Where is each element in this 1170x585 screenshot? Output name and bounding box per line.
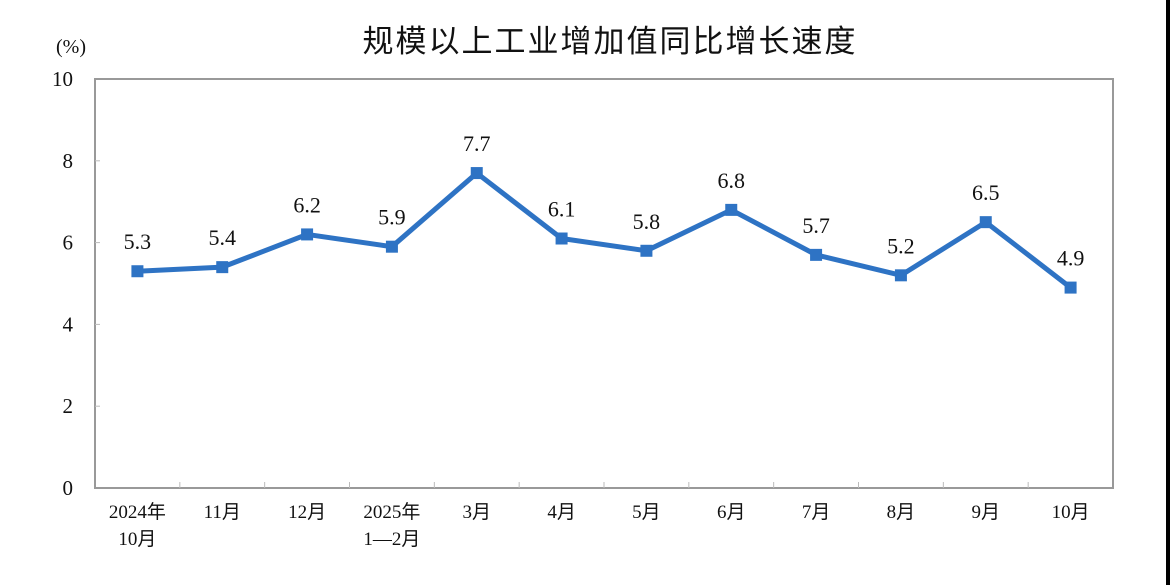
data-point-marker (640, 244, 653, 257)
y-tick-label: 6 (63, 231, 74, 255)
data-point-marker (894, 269, 907, 282)
data-point-marker (131, 265, 144, 278)
x-tick-label: 11月 (204, 502, 241, 523)
data-point-marker (979, 216, 992, 229)
data-label: 4.9 (1057, 246, 1085, 271)
y-axis-unit: (%) (56, 36, 86, 58)
x-tick-label: 10月 (1052, 502, 1090, 523)
data-point-marker (385, 240, 398, 253)
data-label: 5.7 (802, 213, 830, 238)
data-label: 5.8 (633, 209, 661, 234)
data-label: 7.7 (463, 131, 491, 156)
data-labels: 5.3 5.4 6.2 5.9 7.7 6.1 5.8 6.8 5.7 5.2 6.5 4.9 (124, 131, 1085, 271)
x-tick-label: 2024年 (109, 501, 166, 523)
data-point-marker (1064, 281, 1077, 294)
series-line (137, 169, 1073, 290)
window-edge (1166, 0, 1170, 585)
x-tick-label: 2025年 (363, 501, 420, 523)
x-tick-label: 9月 (971, 502, 1000, 523)
data-point-marker (810, 248, 823, 261)
data-label: 5.4 (209, 225, 237, 250)
data-point-marker (555, 232, 568, 245)
x-tick-label: 12月 (288, 502, 326, 523)
x-tick-label: 3月 (462, 502, 491, 523)
x-tick-label: 5月 (632, 502, 661, 523)
y-tick-label: 4 (63, 312, 74, 336)
x-tick-label: 4月 (547, 502, 576, 523)
data-point-marker (301, 228, 314, 241)
y-tick-label: 10 (52, 67, 73, 91)
series-markers (131, 167, 1077, 294)
data-label: 6.8 (718, 168, 746, 193)
x-tick-label: 7月 (802, 502, 831, 523)
y-tick-label: 0 (63, 476, 74, 500)
y-tick-label: 2 (63, 394, 74, 418)
data-label: 6.1 (548, 197, 576, 222)
y-tick-label: 8 (63, 149, 74, 173)
x-tick-label: 10月 (118, 529, 156, 550)
x-axis: 2024年 10月 11月 12月 2025年 1—2月 3月 4月 5月 6月 7月 8月 9月 10月 (109, 482, 1090, 550)
x-tick-label: 6月 (717, 502, 746, 523)
data-label: 6.5 (972, 180, 1000, 205)
data-label: 5.9 (378, 205, 406, 230)
data-point-marker (470, 167, 483, 180)
data-point-marker (216, 261, 229, 274)
chart-title: 规模以上工业增加值同比增长速度 (362, 24, 858, 60)
plot-frame (94, 78, 1114, 489)
y-axis: 0 2 4 6 8 10 (52, 67, 100, 500)
x-tick-label: 8月 (887, 502, 916, 523)
data-label: 5.3 (124, 229, 152, 254)
data-label: 5.2 (887, 233, 915, 258)
data-label: 6.2 (293, 192, 321, 217)
x-tick-label: 1—2月 (363, 529, 420, 550)
data-point-marker (725, 203, 738, 216)
